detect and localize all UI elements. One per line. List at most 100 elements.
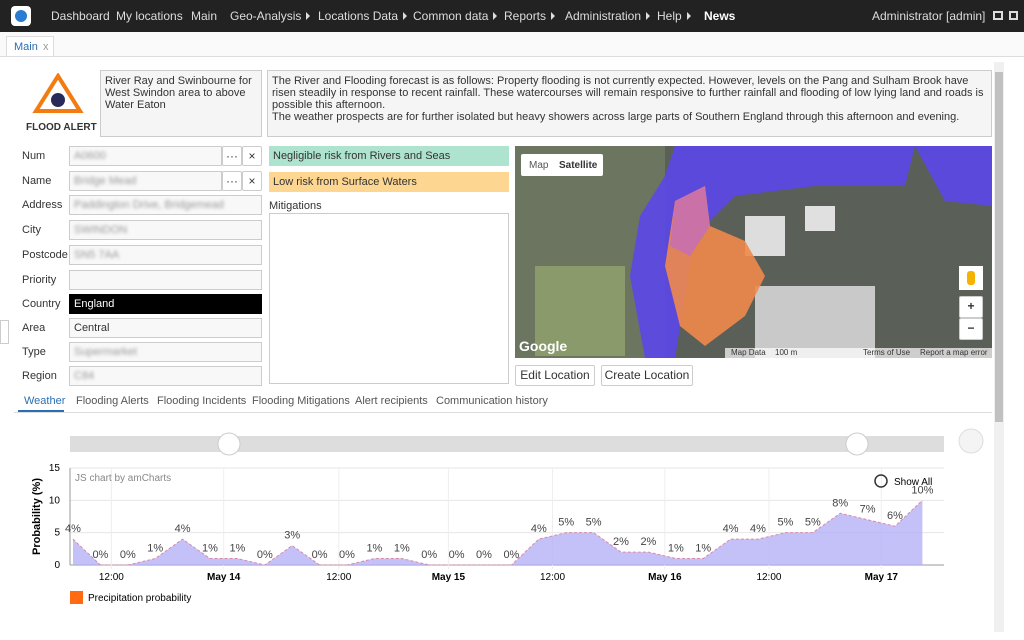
nav-item[interactable]: Dashboard — [51, 9, 110, 23]
navbar: Dashboard My locations Main Geo-Analysis… — [0, 0, 1024, 32]
field-label: Postcode — [22, 249, 68, 261]
tab-bar: Main x — [0, 32, 1024, 57]
pegman[interactable] — [959, 266, 983, 290]
x-tick-label: May 15 — [432, 572, 466, 583]
field-value: Supermarket — [74, 346, 137, 358]
subtab-divider — [14, 412, 992, 413]
field-value: A0600 — [74, 150, 106, 162]
x-tick-label: 12:00 — [540, 572, 565, 583]
nav-item[interactable]: News — [704, 9, 736, 23]
field-label: Region — [22, 370, 57, 382]
data-label: 1% — [229, 543, 245, 555]
nav-item[interactable]: Administration — [565, 9, 650, 23]
subtab[interactable]: Flooding Incidents — [157, 395, 247, 407]
area — [73, 500, 923, 565]
field-input[interactable]: Central — [69, 318, 262, 338]
zoom-in[interactable]: + — [959, 296, 983, 318]
field-input[interactable] — [69, 270, 262, 290]
field-label: Priority — [22, 274, 57, 286]
x-tick-label: 12:00 — [326, 572, 351, 583]
zoom-out[interactable]: − — [959, 318, 983, 340]
nav-item[interactable]: Geo-Analysis — [230, 9, 310, 23]
data-label: 5% — [805, 517, 821, 529]
field-label: Type — [22, 346, 46, 358]
data-label: 0% — [312, 549, 328, 561]
y-tick-label: 5 — [54, 528, 60, 539]
nav-item[interactable]: Common data — [413, 9, 497, 23]
field-label: Num — [22, 150, 46, 162]
scrollbar[interactable] — [994, 62, 1004, 632]
data-label: 0% — [339, 549, 355, 561]
legend-label: Precipitation probability — [88, 593, 191, 604]
forecast: The River and Flooding forecast is as fo… — [267, 70, 992, 137]
field-input[interactable]: A0600 — [69, 146, 222, 166]
field-input[interactable]: England — [69, 294, 262, 314]
tab-close[interactable]: x — [43, 41, 49, 53]
nav-item[interactable]: My locations — [116, 9, 183, 23]
field-input[interactable]: Bridge Mead — [69, 171, 222, 191]
data-label: 1% — [695, 543, 711, 555]
alert-area: River Ray and Swinbourne for West Swindo… — [100, 70, 262, 137]
download-button[interactable] — [958, 428, 984, 454]
data-label: 7% — [860, 504, 876, 516]
subtab[interactable]: Alert recipients — [355, 395, 428, 407]
nav-item[interactable]: Main — [191, 9, 218, 23]
x-tick-label: 12:00 — [99, 572, 124, 583]
zoom-icon — [874, 474, 888, 488]
scroll-handle[interactable] — [217, 432, 241, 456]
nav-item[interactable]: Reports — [504, 9, 555, 23]
nav-item[interactable]: Help — [657, 9, 691, 23]
x-tick-label: May 16 — [648, 572, 682, 583]
field-input[interactable]: C84 — [69, 366, 262, 386]
field-value: SWINDON — [74, 224, 128, 236]
map-button[interactable]: Satellite — [559, 160, 598, 171]
data-label: 5% — [558, 517, 574, 529]
subtab-active — [18, 410, 64, 412]
data-label: 2% — [613, 536, 629, 548]
field-value: Central — [74, 322, 110, 334]
grid-icon[interactable] — [993, 11, 1003, 20]
clear-button: × — [242, 171, 262, 191]
user-menu[interactable]: Administrator [admin] — [872, 9, 986, 23]
field-label: Name — [22, 175, 52, 187]
nav-item[interactable]: Locations Data — [318, 9, 407, 23]
data-label: 1% — [394, 543, 410, 555]
clear-button: × — [242, 146, 262, 166]
data-label: 6% — [887, 510, 903, 522]
x-tick-label: 12:00 — [756, 572, 781, 583]
map-footer-text[interactable]: Terms of Use — [863, 348, 911, 357]
zoom-button[interactable]: Show All — [894, 477, 932, 488]
x-tick-label: May 14 — [207, 572, 241, 583]
field-input[interactable]: SN5 7AA — [69, 245, 262, 265]
data-label: 4% — [65, 523, 81, 535]
map-button[interactable]: Map — [529, 160, 549, 171]
subtab[interactable]: Flooding Mitigations — [252, 395, 350, 407]
alert-badge: FLOOD ALERT — [26, 122, 97, 133]
subtab[interactable]: Flooding Alerts — [76, 395, 149, 407]
data-label: 0% — [503, 549, 519, 561]
risk-rivers: Negligible risk from Rivers and Seas — [269, 146, 509, 166]
scroll-handle[interactable] — [845, 432, 869, 456]
y-tick-label: 0 — [54, 560, 60, 571]
create-location[interactable]: Create Location — [601, 365, 693, 386]
map[interactable]: Map Satellite + − Google Map Data 100 m … — [515, 146, 992, 358]
subtab[interactable]: Communication history — [436, 395, 548, 407]
field-input[interactable]: SWINDON — [69, 220, 262, 240]
subtab[interactable]: Weather — [24, 395, 66, 407]
x-tick-label: May 17 — [865, 572, 899, 583]
line — [72, 499, 923, 566]
data-label: 0% — [120, 549, 136, 561]
logo[interactable] — [11, 6, 31, 26]
map-footer-text[interactable]: Report a map error — [920, 348, 988, 357]
field-value: England — [74, 298, 115, 310]
edit-location[interactable]: Edit Location — [515, 365, 595, 386]
field-input[interactable]: Supermarket — [69, 342, 262, 362]
logout-icon[interactable] — [1009, 11, 1018, 20]
field-input[interactable]: Paddington Drive, Bridgemead — [69, 195, 262, 215]
side-toggle[interactable] — [0, 320, 9, 344]
data-label: 2% — [640, 536, 656, 548]
tab[interactable]: Main x — [6, 36, 54, 56]
map-footer-text[interactable]: Map Data — [731, 348, 766, 357]
mitigations-box[interactable] — [269, 213, 509, 384]
